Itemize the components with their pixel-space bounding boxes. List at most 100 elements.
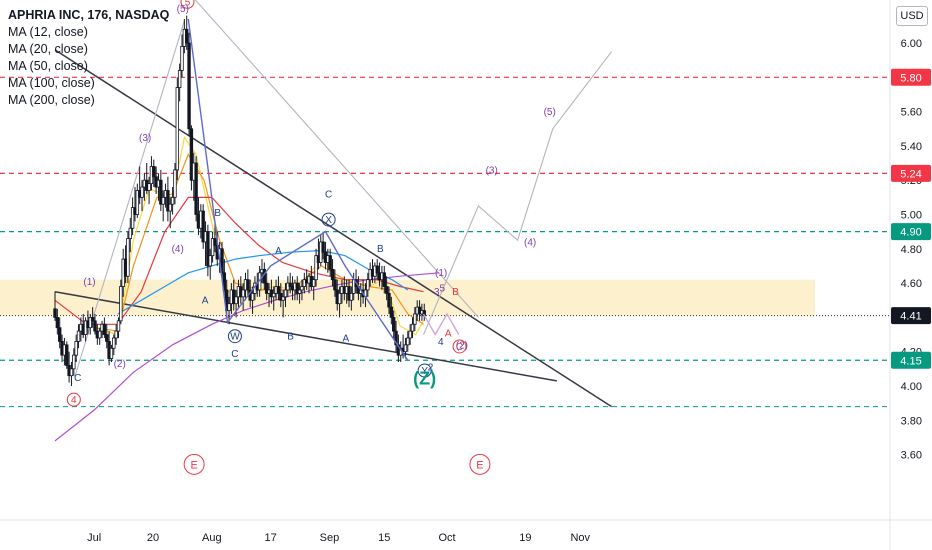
candle[interactable] <box>126 231 130 284</box>
event-marker-circle[interactable] <box>469 453 491 475</box>
candle[interactable] <box>112 334 116 356</box>
wave-paths[interactable] <box>187 18 460 361</box>
candle[interactable] <box>152 159 156 188</box>
candle[interactable] <box>168 197 172 229</box>
price-level-badge-label[interactable]: 4.15 <box>900 355 921 367</box>
candle[interactable] <box>88 313 92 335</box>
candle[interactable] <box>375 259 379 280</box>
candle[interactable] <box>297 283 302 304</box>
candle[interactable] <box>189 125 194 191</box>
candle[interactable] <box>76 324 81 349</box>
candle[interactable] <box>337 286 342 318</box>
candle[interactable] <box>246 269 250 297</box>
candle[interactable] <box>130 197 135 236</box>
trendline[interactable] <box>422 51 613 335</box>
candle[interactable] <box>173 163 177 205</box>
candle[interactable] <box>194 156 198 222</box>
candle[interactable] <box>314 248 318 287</box>
trendline[interactable] <box>54 49 613 408</box>
candle[interactable] <box>387 286 391 314</box>
candle[interactable] <box>175 77 180 181</box>
candle[interactable] <box>128 217 132 253</box>
candlesticks[interactable] <box>53 15 426 386</box>
legend-ma-200[interactable]: MA (200, close) <box>8 93 95 107</box>
candle[interactable] <box>264 272 269 301</box>
trendline[interactable] <box>173 0 479 318</box>
candle[interactable] <box>394 320 398 352</box>
candle[interactable] <box>105 324 109 349</box>
legend-ma-50[interactable]: MA (50, close) <box>8 59 88 73</box>
candle[interactable] <box>321 231 325 260</box>
candle[interactable] <box>177 63 182 102</box>
candle[interactable] <box>295 276 299 301</box>
candle[interactable] <box>185 15 189 50</box>
candle[interactable] <box>58 317 62 349</box>
candle[interactable] <box>234 289 238 318</box>
candle[interactable] <box>366 272 370 297</box>
trendlines[interactable] <box>54 0 613 408</box>
candle[interactable] <box>116 317 121 338</box>
currency-button[interactable]: USD <box>896 6 928 26</box>
trendline[interactable] <box>54 290 557 382</box>
candle[interactable] <box>53 291 57 321</box>
price-level-badge[interactable] <box>891 164 931 182</box>
candle[interactable] <box>72 348 76 376</box>
price-level-badge-label[interactable]: 5.24 <box>900 168 921 180</box>
legend-ma-12[interactable]: MA (12, close) <box>8 25 88 39</box>
candle[interactable] <box>410 317 415 338</box>
candle[interactable] <box>135 183 140 218</box>
candle[interactable] <box>201 204 205 249</box>
candle[interactable] <box>333 269 337 297</box>
wave-path[interactable] <box>422 312 460 337</box>
candle[interactable] <box>159 169 163 212</box>
wave-path[interactable] <box>187 18 409 361</box>
candle[interactable] <box>406 331 410 352</box>
candle[interactable] <box>147 176 151 205</box>
candle[interactable] <box>241 283 245 311</box>
candle[interactable] <box>250 286 255 314</box>
candle[interactable] <box>102 317 107 338</box>
candle[interactable] <box>119 279 123 325</box>
candle[interactable] <box>161 190 165 222</box>
price-level-badge-label[interactable]: 4.41 <box>900 311 921 323</box>
candle[interactable] <box>384 276 389 301</box>
price-level-badge-label[interactable]: 5.80 <box>900 72 921 84</box>
price-level-badge[interactable] <box>891 68 931 86</box>
legend-ma-100[interactable]: MA (100, close) <box>8 76 95 90</box>
price-level-badge-label[interactable]: 4.90 <box>900 227 921 239</box>
candle[interactable] <box>65 341 69 369</box>
candle[interactable] <box>166 176 170 222</box>
candle[interactable] <box>312 276 316 301</box>
candle[interactable] <box>69 361 74 386</box>
event-marker[interactable]: E <box>476 459 483 471</box>
candle[interactable] <box>114 324 118 345</box>
event-marker[interactable]: E <box>190 459 197 471</box>
candle[interactable] <box>206 224 210 277</box>
candle[interactable] <box>109 344 114 362</box>
candle[interactable] <box>283 283 288 308</box>
candle[interactable] <box>330 259 335 287</box>
candle[interactable] <box>187 32 191 136</box>
candle[interactable] <box>281 289 285 318</box>
candle[interactable] <box>413 307 417 332</box>
price-level-badge[interactable] <box>891 223 931 241</box>
candle[interactable] <box>140 180 144 212</box>
candle[interactable] <box>210 231 215 263</box>
candle[interactable] <box>391 310 396 338</box>
candle[interactable] <box>170 187 175 215</box>
legend-ma-20[interactable]: MA (20, close) <box>8 42 88 56</box>
candle[interactable] <box>97 327 102 345</box>
candle[interactable] <box>382 265 386 294</box>
candle[interactable] <box>272 286 276 311</box>
candle[interactable] <box>276 276 281 301</box>
candle[interactable] <box>208 248 212 280</box>
candle[interactable] <box>288 272 292 294</box>
candle[interactable] <box>349 286 354 311</box>
event-marker-circle[interactable] <box>183 453 205 475</box>
price-level-badge[interactable] <box>891 351 931 369</box>
candle[interactable] <box>74 334 78 362</box>
candle[interactable] <box>328 248 332 277</box>
candle[interactable] <box>55 308 60 335</box>
